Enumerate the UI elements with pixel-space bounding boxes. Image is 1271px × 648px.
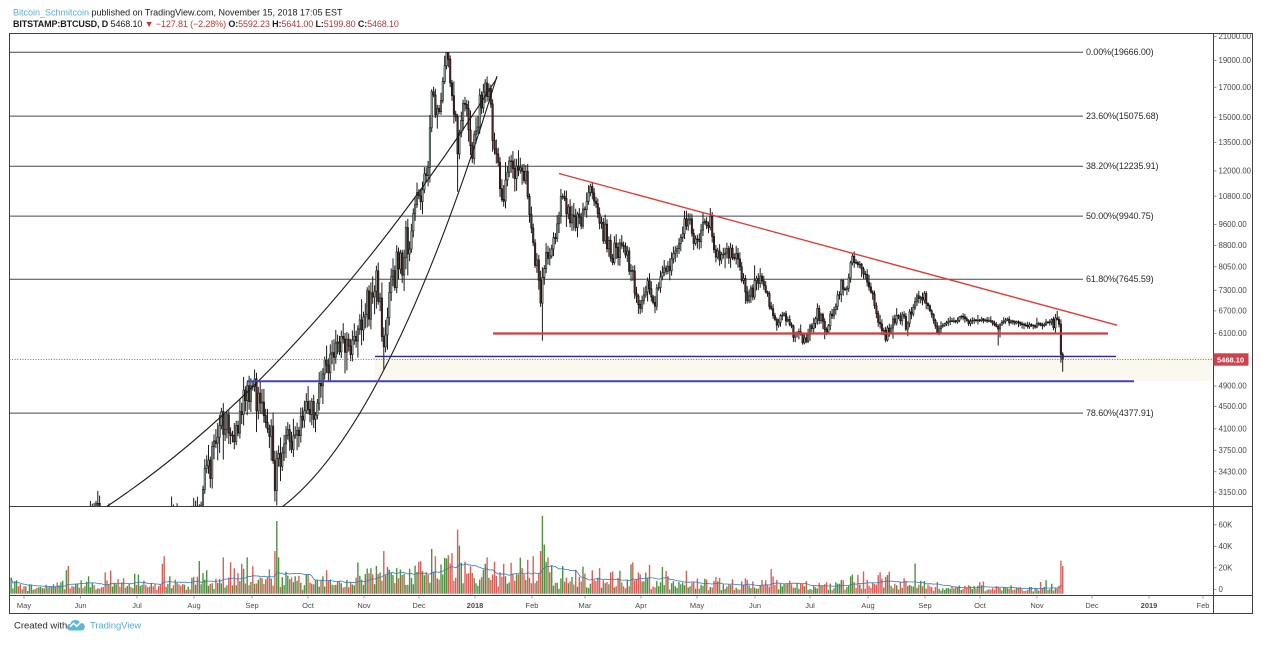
svg-text:Sep: Sep (918, 601, 931, 610)
svg-text:0.00%(19666.00): 0.00%(19666.00) (1086, 47, 1154, 57)
svg-text:Bitcoin_Schmitcoin published o: Bitcoin_Schmitcoin published on TradingV… (13, 8, 343, 18)
svg-text:9600.00: 9600.00 (1219, 220, 1248, 229)
svg-text:Mar: Mar (579, 601, 592, 610)
svg-text:2018: 2018 (467, 601, 484, 610)
svg-text:19000.00: 19000.00 (1219, 56, 1252, 65)
svg-text:50.00%(9940.75): 50.00%(9940.75) (1086, 211, 1154, 221)
svg-text:78.60%(4377.91): 78.60%(4377.91) (1086, 408, 1154, 418)
svg-text:2019: 2019 (1141, 601, 1158, 610)
svg-text:Nov: Nov (1030, 601, 1044, 610)
svg-text:Jun: Jun (74, 601, 86, 610)
svg-text:4100.00: 4100.00 (1219, 424, 1248, 433)
svg-text:Sep: Sep (245, 601, 258, 610)
svg-text:15000.00: 15000.00 (1219, 113, 1252, 122)
svg-text:Dec: Dec (412, 601, 426, 610)
svg-text:Feb: Feb (526, 601, 539, 610)
svg-text:Oct: Oct (302, 601, 315, 610)
svg-text:4900.00: 4900.00 (1219, 382, 1248, 391)
svg-text:6700.00: 6700.00 (1219, 307, 1248, 316)
svg-text:Nov: Nov (357, 601, 371, 610)
svg-text:3750.00: 3750.00 (1219, 446, 1248, 455)
svg-text:21000.00: 21000.00 (1219, 32, 1252, 41)
svg-text:8050.00: 8050.00 (1219, 262, 1248, 271)
svg-text:38.20%(12235.91): 38.20%(12235.91) (1086, 161, 1159, 171)
svg-text:23.60%(15075.68): 23.60%(15075.68) (1086, 111, 1159, 121)
svg-text:12000.00: 12000.00 (1219, 167, 1252, 176)
svg-text:7300.00: 7300.00 (1219, 286, 1248, 295)
svg-text:61.80%(7645.59): 61.80%(7645.59) (1086, 274, 1154, 284)
svg-text:Jul: Jul (805, 601, 815, 610)
svg-text:Oct: Oct (974, 601, 987, 610)
svg-text:6100.00: 6100.00 (1219, 329, 1248, 338)
svg-text:Aug: Aug (187, 601, 200, 610)
svg-text:8800.00: 8800.00 (1219, 241, 1248, 250)
svg-text:May: May (17, 601, 31, 610)
svg-text:May: May (690, 601, 704, 610)
svg-text:13500.00: 13500.00 (1219, 138, 1252, 147)
svg-text:20K: 20K (1219, 563, 1234, 572)
svg-text:3150.00: 3150.00 (1219, 488, 1248, 497)
svg-text:Jun: Jun (749, 601, 761, 610)
svg-text:3430.00: 3430.00 (1219, 467, 1248, 476)
svg-text:TradingView: TradingView (90, 621, 141, 632)
svg-text:0: 0 (1219, 585, 1224, 594)
svg-text:Jul: Jul (132, 601, 142, 610)
svg-text:5468.10: 5468.10 (1217, 355, 1244, 364)
svg-text:Apr: Apr (635, 601, 647, 610)
svg-text:4500.00: 4500.00 (1219, 402, 1248, 411)
svg-text:Feb: Feb (1197, 601, 1210, 610)
svg-text:17000.00: 17000.00 (1219, 83, 1252, 92)
svg-text:40K: 40K (1219, 542, 1234, 551)
svg-text:60K: 60K (1219, 520, 1234, 529)
svg-text:Created with: Created with (14, 621, 67, 632)
svg-text:Dec: Dec (1085, 601, 1099, 610)
svg-text:BITSTAMP:BTCUSD, D 5468.10 ▼: BITSTAMP:BTCUSD, D 5468.10 ▼ −127.81 (−2… (13, 19, 399, 29)
svg-text:Aug: Aug (861, 601, 874, 610)
svg-text:10800.00: 10800.00 (1219, 192, 1252, 201)
